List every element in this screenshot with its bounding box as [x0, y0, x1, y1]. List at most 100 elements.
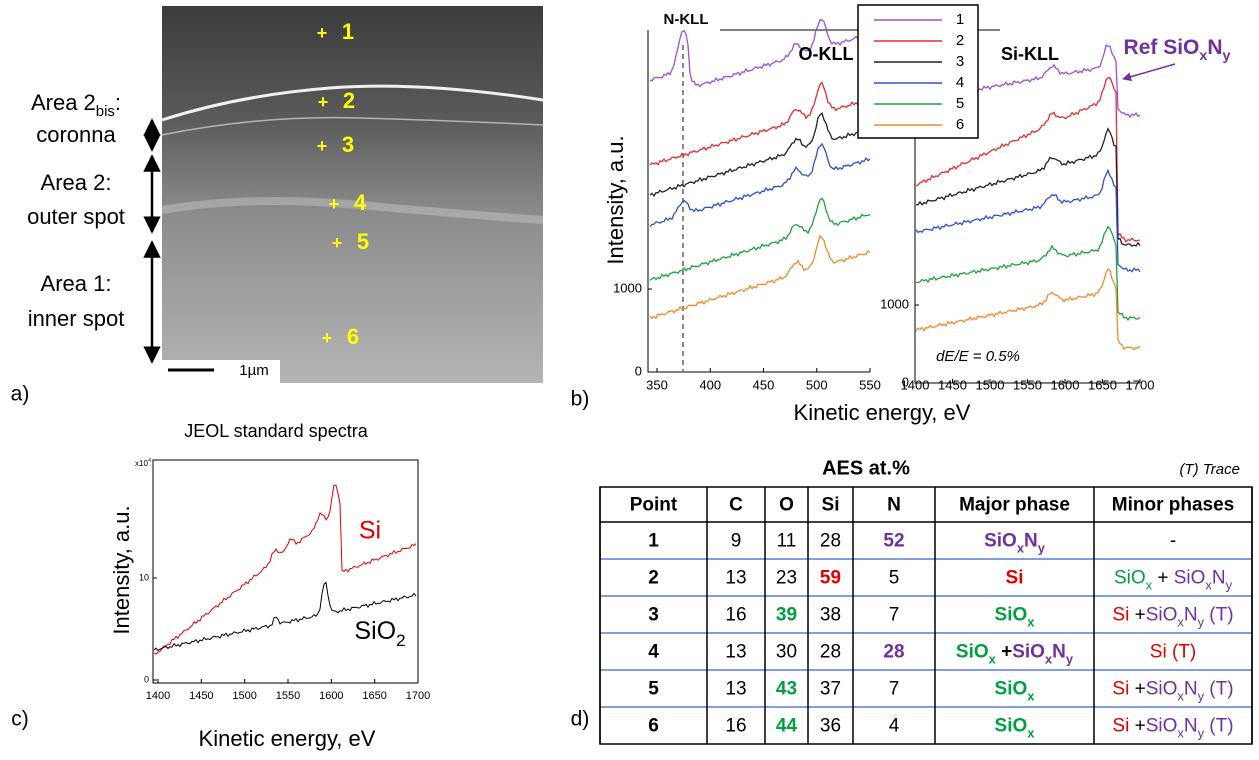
point-marker: +	[318, 92, 329, 112]
value-cell: 23	[776, 568, 797, 589]
text-run: Si	[1112, 605, 1129, 626]
phase-cell: Si (T)	[1150, 642, 1196, 663]
x-tick-label: 1600	[1051, 377, 1080, 392]
y-scale-label: x104	[135, 458, 151, 468]
column-header: Minor phases	[1112, 495, 1234, 516]
spectrum-line	[915, 268, 1141, 351]
x-tick-label: 1700	[1126, 377, 1155, 392]
area-label: inner spot	[28, 306, 125, 331]
x-axis-label: Kinetic energy, eV	[199, 726, 376, 751]
series-label: SiO2	[354, 617, 405, 650]
y-tick-label: 1000	[613, 280, 642, 295]
text-run: coronna	[36, 122, 116, 147]
legend-label: 1	[956, 11, 964, 28]
column-header: C	[729, 495, 743, 516]
text-run: x	[1027, 614, 1035, 629]
x-tick-label: 400	[699, 377, 721, 392]
x-tick-label: 1650	[1088, 377, 1117, 392]
spectrum-line	[649, 234, 871, 320]
text-run: SiO	[995, 716, 1028, 737]
y-tick-label: 10	[139, 572, 149, 582]
text-run: (T)	[1204, 679, 1234, 700]
area-label: Area 2:	[41, 170, 112, 195]
value-cell: 11	[777, 531, 797, 552]
text-run: x10	[135, 459, 148, 468]
spectrum-line	[649, 18, 871, 88]
text-run: N	[1184, 716, 1198, 737]
text-run: x	[1146, 577, 1153, 592]
text-run: SiO	[956, 642, 989, 663]
text-run: Area 1:	[41, 271, 112, 296]
column-header: Point	[630, 495, 678, 516]
table-border	[599, 486, 1253, 745]
phase-cell: Si +SiOxNy (T)	[1112, 679, 1233, 704]
value-cell: 7	[889, 679, 900, 700]
table-note: (T) Trace	[1179, 461, 1240, 478]
text-run: SiO	[984, 531, 1017, 552]
spectrum-line	[649, 112, 871, 198]
text-run: y	[1066, 651, 1074, 666]
value-cell: 13	[725, 679, 746, 700]
phase-cell: SiOx	[995, 679, 1036, 704]
text-run: N	[1052, 642, 1066, 663]
text-run: N	[1024, 531, 1038, 552]
phase-cell: SiOx	[995, 605, 1036, 630]
spectrum-line	[153, 581, 417, 652]
value-cell: 43	[776, 679, 797, 700]
x-axis-label: Kinetic energy, eV	[794, 400, 971, 425]
y-tick-label: 0	[902, 374, 909, 389]
value-cell: 9	[731, 531, 742, 552]
column-header: O	[779, 495, 794, 516]
table-title: AES at.%	[822, 457, 910, 479]
point-marker: +	[322, 328, 333, 348]
phase-cell: SiOxNy	[984, 531, 1046, 556]
point-cell: 1	[648, 531, 659, 552]
text-run: SiO	[1146, 716, 1178, 737]
text-run: (T)	[1204, 605, 1234, 626]
text-run: y	[1198, 688, 1205, 703]
point-label: 5	[357, 229, 369, 254]
spectrum-line	[649, 81, 871, 166]
text-run: +	[1152, 568, 1174, 589]
legend-label: 6	[956, 116, 964, 133]
area-label: Area 2bis:	[31, 90, 121, 121]
text-run: y	[1038, 540, 1046, 555]
phase-cell: SiOx +SiOxNy	[956, 642, 1074, 667]
spectrum-line	[649, 197, 871, 281]
phase-cell: SiOx	[995, 716, 1036, 741]
x-tick-label: 1550	[276, 690, 300, 702]
text-run: x	[1177, 725, 1184, 740]
value-cell: 28	[883, 642, 904, 663]
panel-title: JEOL standard spectra	[184, 421, 368, 441]
spectrum-line	[915, 76, 1141, 244]
text-run: N	[1207, 36, 1222, 59]
spectrum-line	[649, 142, 871, 228]
text-run: x	[1205, 577, 1212, 592]
peak-label: N-KLL	[664, 11, 709, 28]
text-run: N	[1184, 605, 1198, 626]
x-tick-label: 1400	[146, 690, 170, 702]
text-run: y	[1198, 614, 1205, 629]
text-run: Si	[1112, 716, 1129, 737]
text-run: Area 2	[31, 90, 96, 115]
point-marker: +	[317, 136, 328, 156]
point-marker: +	[317, 23, 328, 43]
value-cell: 28	[820, 642, 841, 663]
text-run: 4	[148, 458, 151, 464]
column-header: Major phase	[959, 495, 1070, 516]
value-cell: 13	[725, 642, 746, 663]
value-cell: 37	[820, 679, 841, 700]
text-run: +	[1129, 679, 1145, 700]
text-run: Ref SiO	[1124, 36, 1200, 59]
axis-frame	[152, 459, 419, 684]
value-cell: 16	[725, 716, 746, 737]
phase-cell: SiOx + SiOxNy	[1114, 568, 1233, 593]
x-tick-label: 1600	[319, 690, 343, 702]
value-cell: 59	[820, 568, 841, 589]
panel-label: a)	[11, 383, 30, 406]
point-marker: +	[329, 194, 340, 214]
x-tick-label: 1550	[1013, 377, 1042, 392]
y-axis-label: Intensity, a.u.	[603, 135, 628, 264]
point-label: 6	[347, 324, 359, 349]
phase-cell: Si	[1006, 568, 1024, 589]
